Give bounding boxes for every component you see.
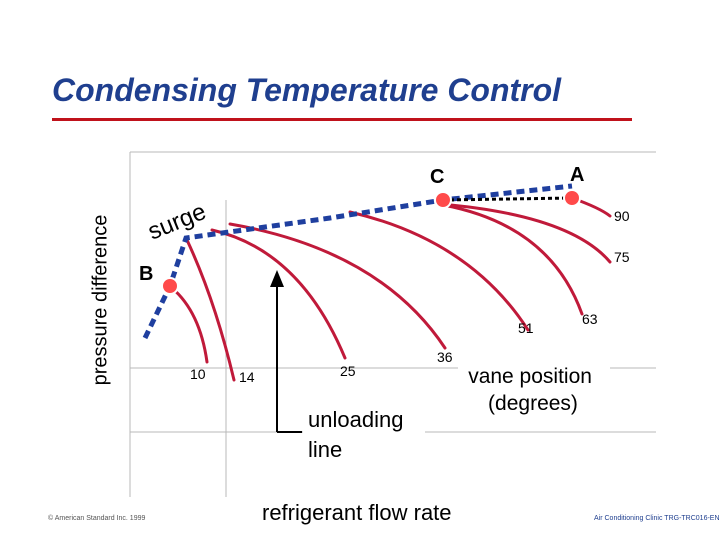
vane-curve-63: [441, 203, 584, 316]
point-c-label: C: [430, 166, 444, 188]
vane-label-36: 36: [437, 349, 453, 365]
vane-curve-36: [228, 222, 447, 350]
page-title: Condensing Temperature Control: [52, 72, 562, 108]
vane-label-63: 63: [582, 311, 598, 327]
vane-label-14: 14: [239, 369, 255, 385]
curve-value-labels: 10 14 25 36 51 63 75 90: [190, 208, 630, 385]
point-a-marker: [563, 189, 581, 207]
operating-points: [161, 189, 581, 295]
vane-label-25: 25: [340, 363, 356, 379]
vane-curve-10: [170, 286, 209, 364]
vane-curve-25: [210, 228, 347, 360]
vane-curves: [170, 196, 612, 382]
point-a-label: A: [570, 164, 584, 186]
vane-label-75: 75: [614, 249, 630, 265]
point-c-marker: [434, 191, 452, 209]
vane-curve-51: [348, 210, 530, 332]
vane-position-label: vane position (degrees): [468, 365, 598, 415]
vane-label-90: 90: [614, 208, 630, 224]
vane-label-51: 51: [518, 320, 534, 336]
copyright-footer: © American Standard Inc. 1999: [48, 515, 146, 522]
surge-line: [142, 183, 573, 340]
unloading-line-label: unloading line: [308, 407, 410, 462]
vane-curve-14: [185, 238, 236, 382]
unloading-line: [270, 270, 302, 433]
x-axis-label: refrigerant flow rate: [262, 500, 452, 525]
point-b-marker: [161, 277, 179, 295]
point-b-label: B: [139, 263, 153, 285]
vane-curve-75: [438, 202, 612, 264]
course-footer: Air Conditioning Clinic TRG-TRC016-EN: [594, 515, 720, 522]
vane-label-10: 10: [190, 366, 206, 382]
y-axis-label: pressure difference: [89, 214, 112, 386]
title-underline: [52, 118, 632, 121]
c-to-a-line: [442, 196, 573, 202]
